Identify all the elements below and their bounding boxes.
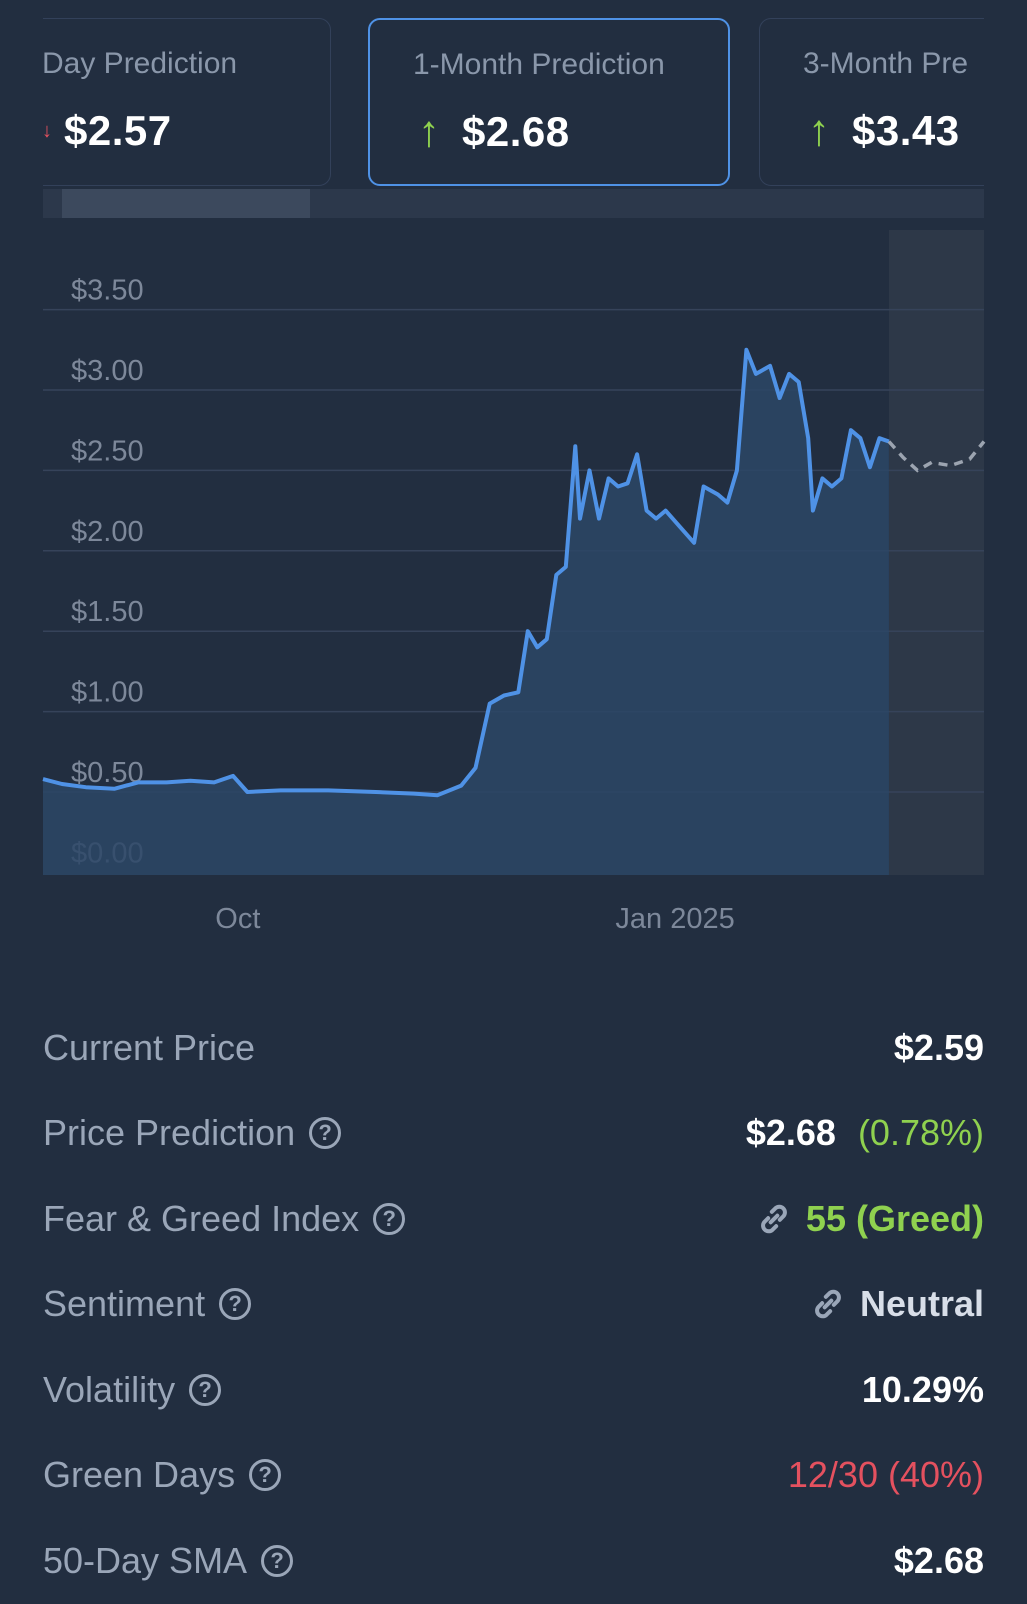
stat-label-text: Fear & Greed Index	[43, 1197, 360, 1239]
card-day-prediction[interactable]: Day Prediction ↓ $2.57	[43, 18, 331, 186]
stat-value-text[interactable]: 55 (Greed)	[805, 1197, 984, 1239]
forecast-line	[887, 440, 986, 473]
stat-label-text: Volatility	[43, 1368, 176, 1410]
stat-value: 10.29%	[861, 1368, 984, 1410]
stat-fear-greed: Fear & Greed Index? 55 (Greed)	[43, 1176, 984, 1262]
stat-label-text: Current Price	[43, 1026, 256, 1068]
card-title: Day Prediction	[43, 47, 238, 80]
stat-volatility: Volatility? 10.29%	[43, 1347, 984, 1433]
card-3-month-prediction[interactable]: 3-Month Pre ↑ $3.43	[759, 18, 984, 186]
stat-label: Price Prediction?	[43, 1112, 342, 1154]
stat-label: 50-Day SMA?	[43, 1539, 294, 1582]
stat-50-day-sma: 50-Day SMA? $2.68	[43, 1518, 984, 1604]
card-1-month-prediction[interactable]: 1-Month Prediction ↑ $2.68	[368, 18, 730, 186]
question-circle-icon[interactable]: ?	[189, 1373, 222, 1406]
stat-value: 12/30 (40%)	[787, 1454, 984, 1496]
stat-label: Sentiment?	[43, 1283, 252, 1325]
stat-current-price: Current Price $2.59	[43, 1005, 984, 1091]
question-circle-icon[interactable]: ?	[219, 1288, 252, 1321]
stats-list: Current Price $2.59 Price Prediction? $2…	[43, 1005, 984, 1604]
stat-value[interactable]: 55 (Greed)	[754, 1198, 984, 1240]
y-tick-label: $2.00	[71, 516, 144, 548]
forecast-region	[888, 230, 984, 875]
card-title: 1-Month Prediction	[413, 48, 665, 81]
stat-value-text[interactable]: Neutral	[859, 1283, 984, 1325]
question-circle-icon[interactable]: ?	[373, 1202, 406, 1235]
down-arrow-icon: ↓	[43, 120, 52, 142]
price-chart-svg: $0.00$0.50$1.00$1.50$2.00$2.50$3.00$3.50…	[42, 230, 986, 935]
stat-label: Fear & Greed Index?	[43, 1197, 406, 1240]
up-arrow-icon: ↑	[808, 106, 830, 155]
y-tick-label: $3.00	[71, 355, 144, 387]
stat-value-text: $2.68	[745, 1112, 836, 1154]
y-tick-label: $1.00	[71, 677, 144, 709]
stat-value: $2.68	[893, 1539, 984, 1581]
y-tick-label: $3.50	[71, 275, 144, 307]
question-circle-icon[interactable]: ?	[249, 1459, 282, 1492]
prediction-cards-carousel[interactable]: Day Prediction ↓ $2.57 1-Month Predictio…	[43, 18, 984, 188]
stat-label: Volatility?	[43, 1368, 222, 1411]
link-icon[interactable]	[808, 1284, 848, 1324]
stat-value: $2.68 (0.78%)	[746, 1112, 984, 1154]
y-tick-label: $2.50	[71, 435, 144, 467]
stat-label: Green Days?	[43, 1454, 282, 1496]
stat-label-text: 50-Day SMA	[43, 1539, 248, 1581]
stat-green-days: Green Days? 12/30 (40%)	[43, 1433, 984, 1519]
x-tick-label: Jan 2025	[615, 903, 734, 935]
y-tick-label: $1.50	[71, 596, 144, 628]
stat-price-prediction: Price Prediction? $2.68 (0.78%)	[43, 1091, 984, 1177]
card-value: $2.68	[462, 108, 570, 155]
card-title: 3-Month Pre	[803, 47, 969, 80]
link-icon[interactable]	[754, 1199, 794, 1239]
card-value: $3.43	[852, 107, 960, 154]
stat-value: $2.59	[893, 1026, 984, 1068]
question-circle-icon[interactable]: ?	[309, 1117, 342, 1150]
stat-change-percent: (0.78%)	[857, 1112, 984, 1154]
question-circle-icon[interactable]: ?	[261, 1544, 294, 1577]
up-arrow-icon: ↑	[418, 107, 440, 156]
price-line	[42, 347, 890, 798]
stat-sentiment: Sentiment? Neutral	[43, 1262, 984, 1348]
stat-label-text: Green Days	[43, 1454, 236, 1496]
card-value: $2.57	[64, 107, 172, 154]
stat-label-text: Sentiment	[43, 1283, 206, 1325]
price-chart[interactable]: $0.00$0.50$1.00$1.50$2.00$2.50$3.00$3.50…	[0, 230, 1027, 960]
price-area	[43, 349, 889, 875]
stat-label: Current Price	[43, 1027, 255, 1069]
x-tick-label: Oct	[215, 903, 260, 935]
stat-label-text: Price Prediction	[43, 1112, 296, 1154]
carousel-scrollbar-thumb[interactable]	[62, 189, 310, 218]
stat-value[interactable]: Neutral	[808, 1283, 984, 1325]
